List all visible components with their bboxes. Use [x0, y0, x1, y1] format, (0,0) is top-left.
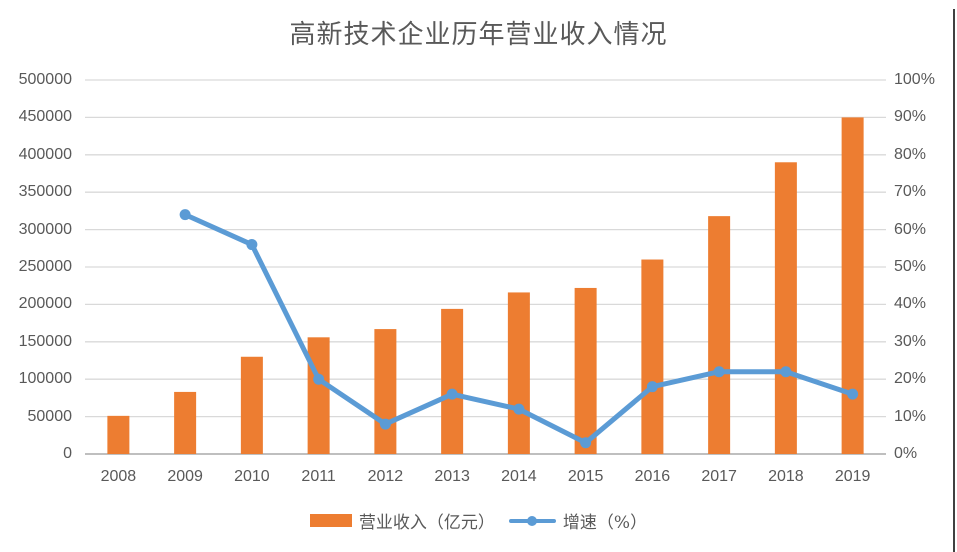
x-axis-tick-2008: 2008 [100, 468, 137, 485]
bar-2013 [441, 308, 464, 454]
growth-point-2016 [646, 381, 658, 393]
bar-2011 [307, 337, 330, 454]
chart-title: 高新技术企业历年营业收入情况 [289, 20, 668, 50]
bar-2015 [574, 287, 597, 454]
right-axis-tick-90%: 90% [894, 108, 927, 126]
bar-2010 [240, 356, 263, 454]
growth-point-2011 [313, 373, 325, 385]
left-axis-tick-0: 0 [63, 445, 72, 462]
legend-bar-swatch-icon [309, 514, 352, 527]
growth-point-2019 [847, 388, 859, 400]
growth-point-2010 [246, 239, 258, 251]
right-axis-tick-60%: 60% [894, 220, 927, 238]
x-axis-tick-2015: 2015 [567, 468, 604, 485]
legend-item-revenue: 营业收入（亿元） [309, 508, 495, 533]
x-axis-tick-2012: 2012 [367, 468, 404, 485]
legend: 营业收入（亿元） 增速（%） [0, 508, 957, 533]
x-axis-tick-2014: 2014 [501, 468, 537, 485]
legend-line-marker-icon [508, 515, 556, 527]
growth-point-2012 [379, 418, 391, 430]
growth-point-2013 [446, 388, 458, 400]
right-axis-tick-100%: 100% [894, 71, 935, 88]
left-axis-tick-50000: 50000 [27, 407, 73, 425]
chart-right-border [953, 9, 955, 552]
growth-point-2018 [780, 366, 792, 378]
left-axis-tick-350000: 350000 [18, 183, 72, 201]
bar-2018 [774, 162, 797, 454]
left-axis-tick-250000: 250000 [18, 258, 72, 275]
bar-2008 [107, 415, 130, 454]
left-axis-tick-500000: 500000 [18, 71, 72, 88]
growth-point-2009 [179, 209, 191, 221]
growth-point-2014 [513, 403, 525, 415]
right-axis-tick-80%: 80% [894, 145, 927, 163]
legend-item-growth: 增速（%） [508, 508, 648, 533]
right-axis-tick-50%: 50% [894, 258, 927, 275]
bar-2012 [374, 329, 397, 454]
left-axis-tick-450000: 450000 [18, 108, 72, 126]
left-axis-tick-100000: 100000 [18, 370, 72, 388]
legend-bar-label: 营业收入（亿元） [358, 513, 495, 533]
right-axis-tick-30%: 30% [894, 332, 927, 350]
legend-line-dot [526, 515, 537, 526]
x-axis-tick-2016: 2016 [634, 468, 671, 485]
x-axis-tick-2013: 2013 [434, 468, 470, 485]
bar-2017 [708, 216, 731, 454]
right-axis-tick-70%: 70% [894, 183, 927, 201]
right-axis-tick-40%: 40% [894, 295, 927, 313]
left-axis-tick-300000: 300000 [18, 220, 72, 238]
right-axis-tick-0%: 0% [894, 445, 918, 462]
x-axis-tick-2010: 2010 [234, 468, 270, 485]
growth-point-2017 [713, 366, 725, 378]
left-axis-tick-150000: 150000 [18, 332, 72, 350]
bar-2009 [174, 391, 197, 454]
bar-2019 [841, 117, 864, 455]
x-axis-tick-2011: 2011 [301, 468, 336, 485]
x-axis-tick-2019: 2019 [834, 468, 871, 485]
x-axis-tick-2018: 2018 [768, 468, 804, 485]
bar-2014 [507, 292, 530, 454]
left-axis-tick-400000: 400000 [18, 145, 72, 163]
x-axis-tick-2009: 2009 [167, 468, 203, 485]
right-axis-tick-20%: 20% [894, 370, 927, 388]
left-axis-tick-200000: 200000 [18, 295, 72, 313]
x-axis-tick-2017: 2017 [701, 468, 737, 485]
legend-line-label: 增速（%） [562, 513, 648, 533]
growth-point-2015 [580, 437, 592, 449]
right-axis-tick-10%: 10% [894, 407, 927, 425]
bar-2016 [641, 259, 664, 454]
